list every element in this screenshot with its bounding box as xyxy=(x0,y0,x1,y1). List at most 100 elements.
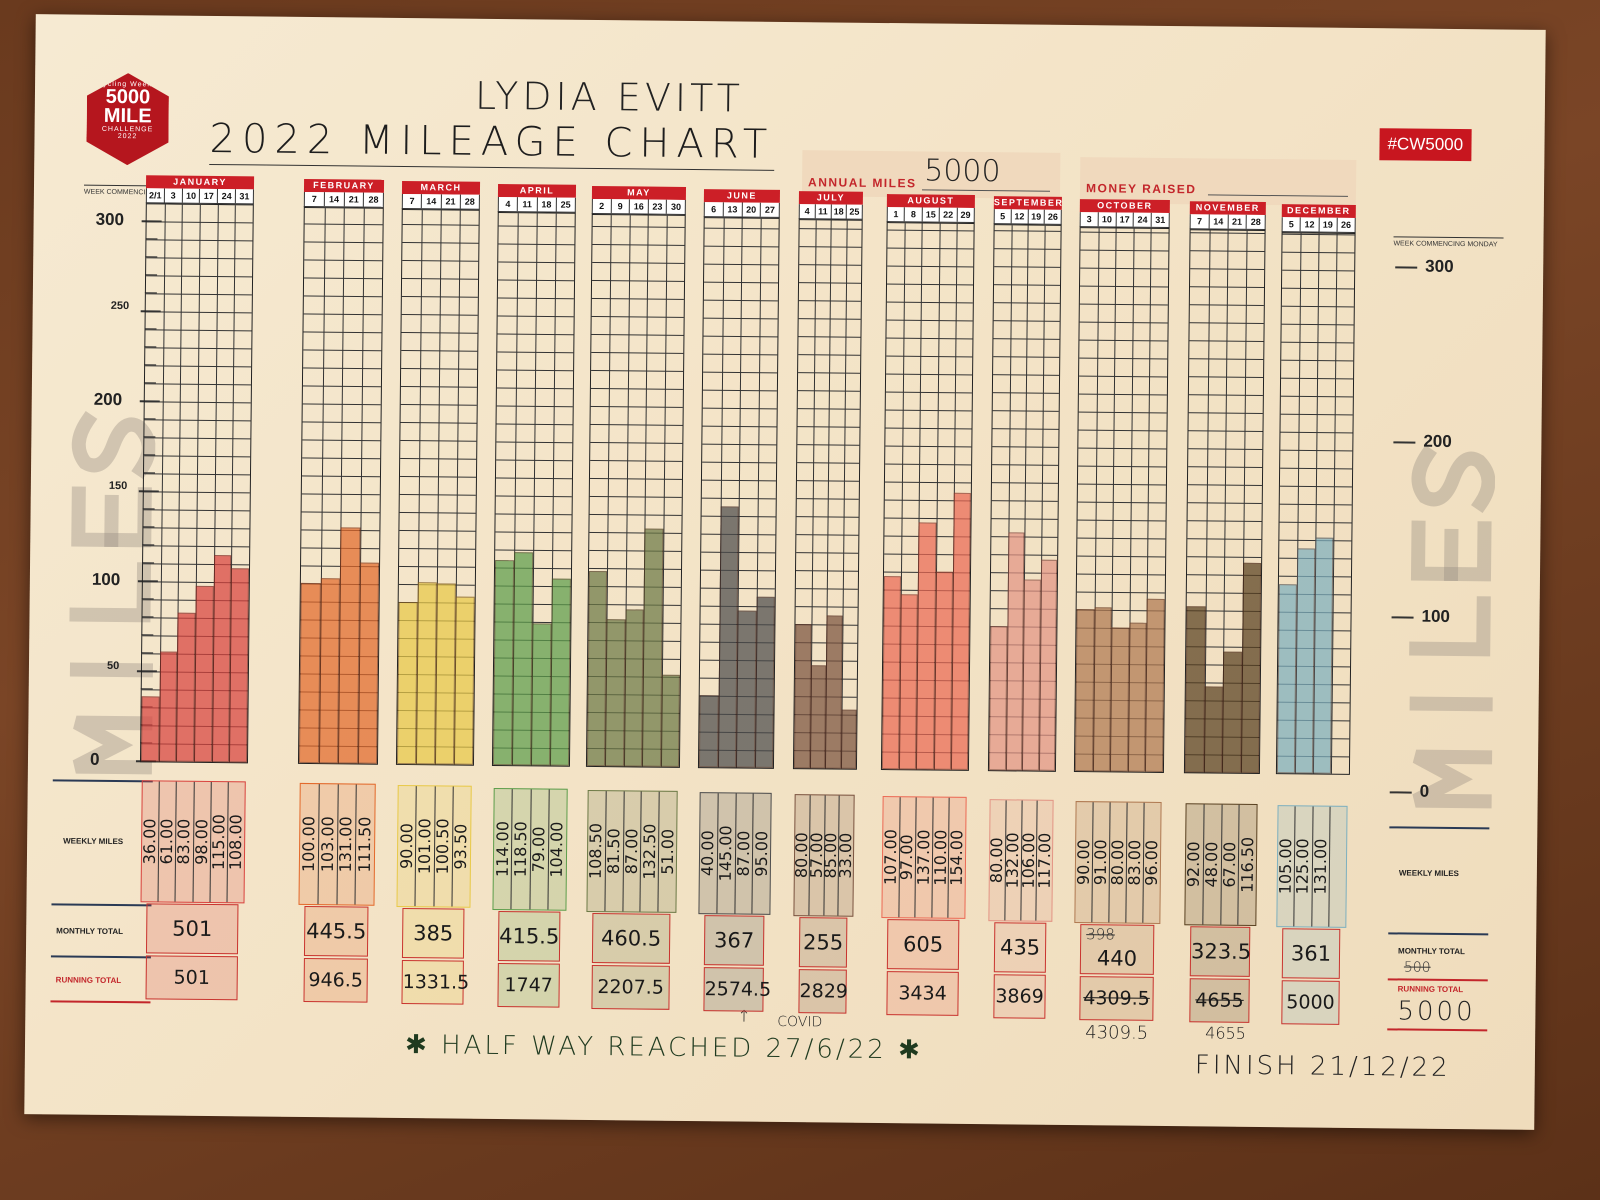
month-header-april: APRIL xyxy=(497,183,577,198)
weekly-miles-value: 154.00 xyxy=(946,830,967,887)
running-total-february: 946.5 xyxy=(303,958,368,1003)
week-row-july: 4 11 18 25 xyxy=(798,204,863,220)
y-tick-label-left: 50 xyxy=(106,659,120,673)
weekly-miles-value: 100.50 xyxy=(432,818,453,875)
week-commencing-date: 17 xyxy=(199,188,218,204)
bar-october-week-2 xyxy=(1092,607,1112,772)
bar-may-week-3 xyxy=(623,609,644,767)
weekly-miles-value: 81.50 xyxy=(604,828,624,875)
weekly-miles-value: 67.00 xyxy=(1219,841,1240,888)
month-grid-may xyxy=(585,213,686,768)
weekly-miles-value: 118.50 xyxy=(510,820,531,877)
page-title: 2022 MILEAGE CHART xyxy=(209,115,775,171)
bar-september-week-3 xyxy=(1021,579,1041,771)
logo-year: 2022 xyxy=(117,132,138,141)
bar-january-week-3 xyxy=(176,612,196,762)
week-commencing-date: 17 xyxy=(1115,211,1134,227)
weekly-miles-value: 83.00 xyxy=(1124,839,1145,886)
weekly-miles-value: 137.00 xyxy=(913,829,934,886)
hashtag-badge: #CW5000 xyxy=(1379,128,1472,162)
month-header-november: NOVEMBER xyxy=(1189,201,1266,216)
month-grid-june xyxy=(697,216,780,769)
bar-june-week-4 xyxy=(754,596,775,768)
weekly-miles-box-february: 100.00 103.00 131.00 111.50 xyxy=(298,783,376,906)
weekly-miles-value: 90.00 xyxy=(1073,838,1094,885)
week-commencing-date: 14 xyxy=(421,194,441,209)
bar-november-week-1 xyxy=(1184,606,1206,773)
month-grid-february xyxy=(297,206,384,765)
y-tick-mark-right xyxy=(1389,791,1412,794)
week-commencing-date: 21 xyxy=(343,191,364,207)
bar-january-week-1 xyxy=(140,696,160,762)
weekly-miles-cell: 87.00 xyxy=(621,791,642,912)
bar-september-week-4 xyxy=(1038,560,1058,771)
week-commencing-date: 3 xyxy=(1086,213,1092,224)
weekly-miles-cell: 93.50 xyxy=(451,786,471,908)
weekly-miles-value: 95.00 xyxy=(751,830,771,877)
weekly-miles-value: 101.00 xyxy=(414,818,435,875)
mileage-chart-paper: Cycling Weekly 5000 MILE CHALLENGE 2022 … xyxy=(24,14,1546,1130)
weekly-miles-value: 90.00 xyxy=(396,823,416,870)
week-commencing-date: 7 xyxy=(1197,216,1203,227)
week-commencing-date: 18 xyxy=(830,204,847,219)
week-commencing-date: 16 xyxy=(628,199,648,214)
week-row-march: 7 14 21 28 xyxy=(401,193,480,210)
weekly-miles-value: 48.00 xyxy=(1201,841,1222,888)
week-commencing-date: 4 xyxy=(505,198,511,209)
week-commencing-date: 15 xyxy=(921,206,940,222)
bar-october-week-5 xyxy=(1145,598,1165,772)
week-commencing-date: 28 xyxy=(1245,214,1265,230)
weekly-miles-value: 91.00 xyxy=(1090,839,1111,886)
weekly-miles-value: 114.00 xyxy=(492,820,513,877)
bar-march-week-2 xyxy=(415,582,437,765)
running-total-december: 5000 xyxy=(1281,980,1340,1026)
week-commencing-date: 3 xyxy=(163,188,182,203)
week-row-november: 7 14 21 28 xyxy=(1189,214,1266,231)
weekly-miles-cell: 103.00 xyxy=(317,784,338,905)
weekly-miles-value: 103.00 xyxy=(317,816,338,873)
week-commencing-date: 23 xyxy=(647,199,667,214)
bar-july-week-3 xyxy=(824,615,843,769)
bar-january-week-2 xyxy=(158,651,178,762)
month-header-december: DECEMBER xyxy=(1281,203,1356,218)
running-total-august: 3434 xyxy=(886,971,959,1017)
week-commencing-date: 8 xyxy=(904,206,922,221)
running-total-march: 1331.5 xyxy=(401,960,469,1006)
weekly-miles-cell: 131.00 xyxy=(335,784,356,905)
week-commencing-date: 1 xyxy=(893,208,899,219)
weekly-miles-cell: 83.00 xyxy=(174,781,194,902)
weekly-miles-box-december: 105.00 125.00 131.00 xyxy=(1276,805,1348,929)
running-total-label-left: RUNNING TOTAL xyxy=(55,975,122,986)
bar-july-week-4 xyxy=(840,709,857,769)
weekly-miles-value: 87.00 xyxy=(733,830,754,877)
month-grid-march xyxy=(395,208,480,766)
bar-october-week-3 xyxy=(1110,627,1130,772)
weekly-miles-value: 40.00 xyxy=(698,830,718,877)
bar-april-week-4 xyxy=(549,578,571,766)
weekly-miles-cell: 125.00 xyxy=(1293,806,1313,927)
bar-july-week-2 xyxy=(809,665,827,769)
month-header-september: SEPTEMBER xyxy=(993,196,1064,210)
monthly-total-february: 445.5 xyxy=(303,906,369,957)
week-commencing-date: 13 xyxy=(722,201,742,217)
monthly-total-label-left: MONTHLY TOTAL xyxy=(56,926,124,937)
bar-october-week-4 xyxy=(1127,622,1147,772)
halfway-note: ✱ HALF WAY REACHED 27/6/22 ✱ xyxy=(404,1030,923,1066)
y-tick-label-right: 300 xyxy=(1425,256,1454,276)
bar-august-week-1 xyxy=(881,576,902,770)
y-tick-label-left: 150 xyxy=(108,479,128,493)
weekly-miles-value: 87.00 xyxy=(621,828,642,875)
bar-september-week-1 xyxy=(988,626,1007,771)
weekly-miles-box-september: 80.00 132.00 106.00 117.00 xyxy=(987,798,1054,922)
weekly-miles-cell: 40.00 xyxy=(698,793,718,913)
week-commencing-date: 10 xyxy=(181,188,200,203)
week-commencing-date: 29 xyxy=(956,207,974,222)
week-commencing-date: 5 xyxy=(1288,218,1294,229)
week-commencing-date: 19 xyxy=(1027,209,1045,224)
weekly-miles-value: 33.00 xyxy=(835,832,856,879)
weekly-miles-cell: 132.50 xyxy=(640,791,659,912)
week-row-february: 7 14 21 28 xyxy=(303,191,384,208)
weekly-miles-cell: 80.00 xyxy=(1108,802,1127,923)
week-commencing-date: 21 xyxy=(1227,214,1247,229)
week-commencing-date: 10 xyxy=(1097,211,1116,226)
